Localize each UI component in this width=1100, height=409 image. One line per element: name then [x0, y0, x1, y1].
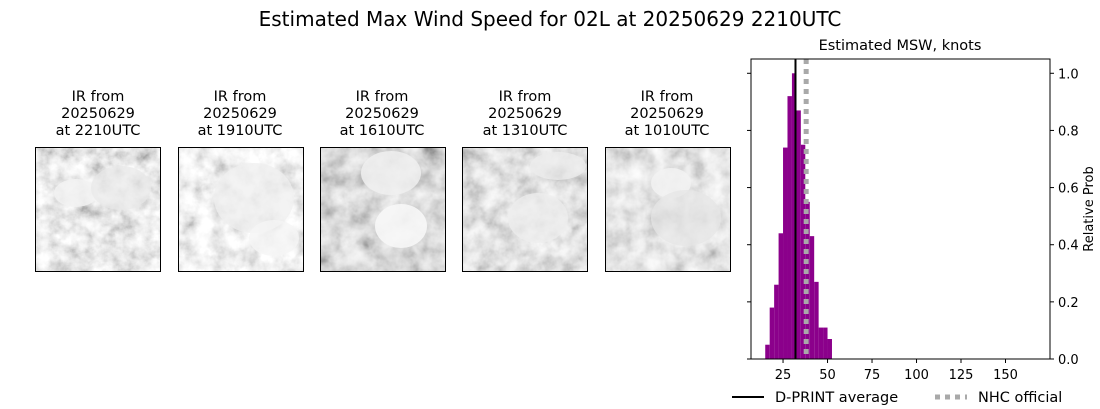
ir-panel-line3: at 1910UTC — [197, 123, 283, 139]
histogram-bar — [778, 233, 784, 359]
ir-panel-line2: 20250629 — [345, 106, 419, 122]
ir-panel-line3: at 1610UTC — [339, 123, 425, 139]
ir-satellite-image-icon — [321, 148, 445, 271]
y-tick-label: 0.8 — [1058, 124, 1079, 139]
ir-panel-title-2: IR from 20250629 at 1910UTC — [170, 89, 310, 140]
ir-panel-title-3: IR from 20250629 at 1610UTC — [312, 89, 452, 140]
ir-panel-line1: IR from — [71, 89, 125, 105]
y-tick-label: 0.4 — [1058, 239, 1079, 254]
histogram-bar — [774, 284, 779, 359]
x-tick-label: 75 — [864, 368, 881, 383]
legend-nhc-label: NHC official — [978, 390, 1062, 406]
ir-panel-line2: 20250629 — [488, 106, 562, 122]
y-tick-label: 0.2 — [1058, 296, 1079, 311]
ir-satellite-image-icon — [606, 148, 730, 271]
ir-satellite-image-4 — [462, 147, 588, 272]
ir-panel-line1: IR from — [640, 89, 694, 105]
x-tick-label: 100 — [904, 368, 929, 383]
legend-dprint-label: D-PRINT average — [775, 390, 898, 406]
x-tick-label: 125 — [949, 368, 974, 383]
x-axis-ticks: 25 50 75 100 125 150 — [775, 359, 1018, 383]
ir-satellite-image-3 — [320, 147, 446, 272]
y-axis-ticks: 0.0 0.2 0.4 0.6 0.8 1.0 — [747, 67, 1079, 368]
ir-panel-line2: 20250629 — [630, 106, 704, 122]
histogram-bar — [814, 281, 819, 359]
y-tick-label: 0.6 — [1058, 182, 1079, 197]
y-tick-label: 0.0 — [1058, 353, 1079, 368]
ir-satellite-image-icon — [36, 148, 160, 271]
histogram-bar — [809, 236, 815, 359]
y-tick-label: 1.0 — [1058, 67, 1079, 82]
ir-satellite-image-2 — [178, 147, 304, 272]
histogram-bar — [791, 73, 797, 360]
ir-panel-title-4: IR from 20250629 at 1310UTC — [455, 89, 595, 140]
chart-title: Estimated MSW, knots — [819, 38, 982, 54]
ir-satellite-image-1 — [35, 147, 161, 272]
ir-panel-line3: at 2210UTC — [55, 123, 141, 139]
ir-satellite-image-icon — [463, 148, 587, 271]
histogram-bar — [800, 144, 806, 359]
histogram-bar — [827, 339, 832, 359]
ir-panel-title-1: IR from 20250629 at 2210UTC — [28, 89, 168, 140]
x-tick-label: 25 — [775, 368, 792, 383]
ir-panel-line3: at 1010UTC — [624, 123, 710, 139]
ir-satellite-image-5 — [605, 147, 731, 272]
ir-panel-line3: at 1310UTC — [482, 123, 568, 139]
x-tick-label: 50 — [819, 368, 836, 383]
ir-panel-title-5: IR from 20250629 at 1010UTC — [597, 89, 737, 140]
ir-panel-line1: IR from — [355, 89, 409, 105]
axes-frame — [750, 58, 1051, 360]
histogram-bars — [765, 73, 832, 360]
x-tick-label: 150 — [993, 368, 1018, 383]
ir-panel-line2: 20250629 — [61, 106, 135, 122]
histogram-bar — [818, 327, 824, 359]
histogram-bar — [796, 110, 801, 359]
histogram-bar — [783, 147, 788, 359]
y-axis-label: Relative Prob — [1082, 166, 1097, 251]
histogram-bar — [765, 344, 770, 359]
ir-panel-line1: IR from — [498, 89, 552, 105]
ir-panel-line1: IR from — [213, 89, 267, 105]
ir-satellite-image-icon — [179, 148, 303, 271]
histogram-bar — [769, 307, 775, 359]
ir-panel-line2: 20250629 — [203, 106, 277, 122]
figure-title: Estimated Max Wind Speed for 02L at 2025… — [258, 7, 842, 31]
histogram-bar — [787, 96, 792, 360]
histogram-bar — [823, 327, 828, 359]
